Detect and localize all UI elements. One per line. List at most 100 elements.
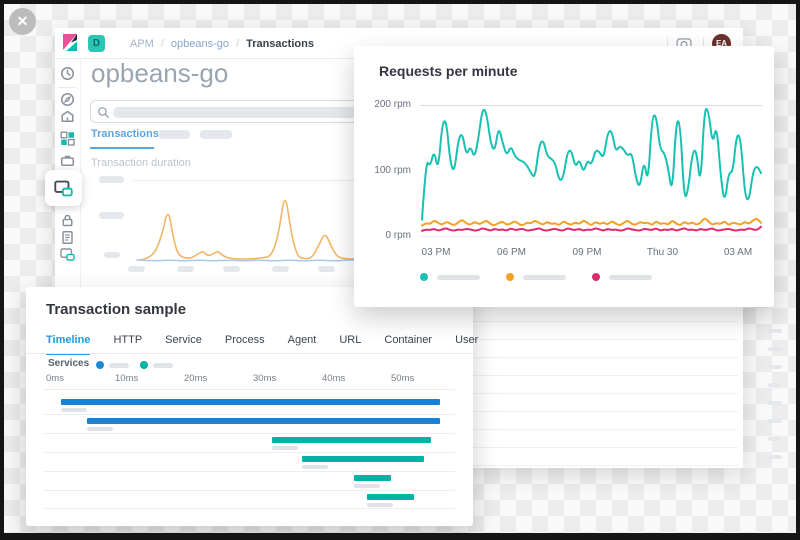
- waterfall-row-divider: [44, 414, 455, 415]
- tab-transactions[interactable]: Transactions: [91, 128, 159, 140]
- waterfall-span-bar[interactable]: [354, 475, 391, 481]
- x-tick-placeholder: [177, 266, 194, 272]
- table-row[interactable]: [300, 376, 782, 394]
- legend-dot-icon: [420, 273, 428, 281]
- waterfall-span-label-pill: [272, 446, 298, 450]
- service-legend-pill: [153, 363, 173, 368]
- rpm-y-tick: 100 rpm: [374, 164, 411, 176]
- time-tick: 30ms: [253, 373, 277, 384]
- row-divider: [300, 429, 738, 430]
- cell-placeholder: [768, 419, 782, 423]
- waterfall-span-bar[interactable]: [302, 456, 424, 462]
- breadcrumb-page: Transactions: [246, 37, 314, 50]
- recently-viewed-icon[interactable]: [60, 66, 75, 81]
- waterfall-span-label-pill: [61, 408, 87, 412]
- time-tick: 10ms: [115, 373, 139, 384]
- cell-placeholder: [768, 437, 782, 441]
- sample-tab-url[interactable]: URL: [339, 334, 362, 346]
- row-divider: [300, 465, 738, 466]
- lock-icon[interactable]: [60, 213, 75, 228]
- sample-tab-process[interactable]: Process: [224, 334, 265, 346]
- waterfall-span-bar[interactable]: [87, 418, 440, 424]
- y-tick-placeholder: [99, 212, 124, 219]
- x-tick-placeholder: [272, 266, 289, 272]
- rpm-x-tick: 06 PM: [497, 247, 526, 258]
- space-avatar-d[interactable]: D: [88, 35, 105, 52]
- waterfall-row-divider: [44, 471, 455, 472]
- row-divider: [300, 393, 738, 394]
- uptime-icon[interactable]: [60, 247, 75, 262]
- tab-placeholder[interactable]: [158, 130, 190, 139]
- table-row[interactable]: [300, 322, 782, 340]
- sample-tab-agent[interactable]: Agent: [287, 334, 317, 346]
- breadcrumb-service[interactable]: opbeans-go: [170, 37, 230, 50]
- apm-icon: [54, 180, 73, 196]
- table-row[interactable]: [300, 304, 738, 322]
- cell-placeholder: [768, 455, 782, 459]
- sample-tab-service[interactable]: Service: [165, 334, 202, 346]
- breadcrumb: APM / opbeans-go / Transactions: [130, 28, 314, 59]
- sample-tab-user[interactable]: User: [455, 334, 479, 346]
- waterfall-span-bar[interactable]: [272, 437, 431, 443]
- waterfall-span-bar[interactable]: [367, 494, 414, 500]
- row-divider: [300, 321, 738, 322]
- table-row[interactable]: [300, 448, 782, 466]
- time-tick: 0ms: [46, 373, 64, 384]
- waterfall-row-divider: [44, 490, 455, 491]
- tab-placeholder[interactable]: [200, 130, 232, 139]
- rpm-x-tick: Thu 30: [646, 247, 679, 258]
- kibana-logo-icon[interactable]: [62, 34, 80, 52]
- time-tick: 20ms: [184, 373, 208, 384]
- navbar-divider: [667, 37, 668, 50]
- search-icon: [98, 107, 109, 118]
- service-legend-dot-teal[interactable]: [140, 361, 148, 369]
- cell-placeholder: [768, 329, 782, 333]
- y-tick-placeholder: [104, 252, 120, 258]
- rpm-y-tick: 0 rpm: [385, 230, 411, 241]
- dashboard-grid-icon[interactable]: [60, 131, 75, 146]
- rpm-x-tick: 09 PM: [572, 247, 602, 258]
- sample-tab-http[interactable]: HTTP: [113, 334, 143, 346]
- table-row[interactable]: [300, 340, 782, 358]
- sample-tab-container[interactable]: Container: [384, 334, 433, 346]
- page-title: opbeans-go: [91, 58, 229, 88]
- breadcrumb-separator: /: [160, 37, 164, 50]
- sample-tab-timeline[interactable]: Timeline: [46, 334, 91, 355]
- sample-card-title: Transaction sample: [46, 301, 187, 318]
- machine-learning-icon[interactable]: [60, 153, 75, 168]
- breadcrumb-apm[interactable]: APM: [130, 37, 154, 50]
- row-divider: [300, 375, 738, 376]
- discover-compass-icon[interactable]: [60, 92, 75, 107]
- table-row[interactable]: [300, 358, 782, 376]
- transaction-sample-card: Transaction sample Timeline HTTP Service Pr…: [26, 287, 478, 526]
- tabs-divider: [26, 353, 473, 354]
- logs-document-icon[interactable]: [60, 230, 75, 245]
- rpm-gridline-200: [420, 105, 762, 106]
- table-row[interactable]: [300, 430, 782, 448]
- waterfall-span-label-pill: [354, 484, 380, 488]
- sidebar-divider: [80, 59, 81, 468]
- breadcrumb-separator: /: [236, 37, 240, 50]
- search-input[interactable]: [90, 100, 364, 123]
- rpm-y-tick: 200 rpm: [374, 99, 411, 110]
- service-legend-dot-blue[interactable]: [96, 361, 104, 369]
- rpm-gridline-0: [420, 236, 762, 237]
- rpm-legend-item[interactable]: [506, 273, 566, 281]
- row-divider: [300, 447, 738, 448]
- rpm-line-chart: [421, 107, 762, 232]
- navbar-divider: [703, 37, 704, 50]
- cell-placeholder: [768, 347, 782, 351]
- sidebar-item-apm-selected[interactable]: [45, 170, 82, 206]
- rpm-legend-item[interactable]: [592, 273, 652, 281]
- table-row[interactable]: [300, 394, 782, 412]
- rpm-legend-item[interactable]: [420, 273, 480, 281]
- close-button[interactable]: ✕: [9, 8, 36, 35]
- rpm-card-title: Requests per minute: [379, 63, 518, 79]
- legend-dot-icon: [592, 273, 600, 281]
- waterfall-span-bar[interactable]: [61, 399, 440, 405]
- waterfall-row-divider: [44, 433, 455, 434]
- visualize-icon[interactable]: [60, 109, 75, 124]
- duration-chart-title: Transaction duration: [91, 157, 191, 169]
- table-row[interactable]: [300, 412, 782, 430]
- legend-label-pill: [437, 274, 480, 280]
